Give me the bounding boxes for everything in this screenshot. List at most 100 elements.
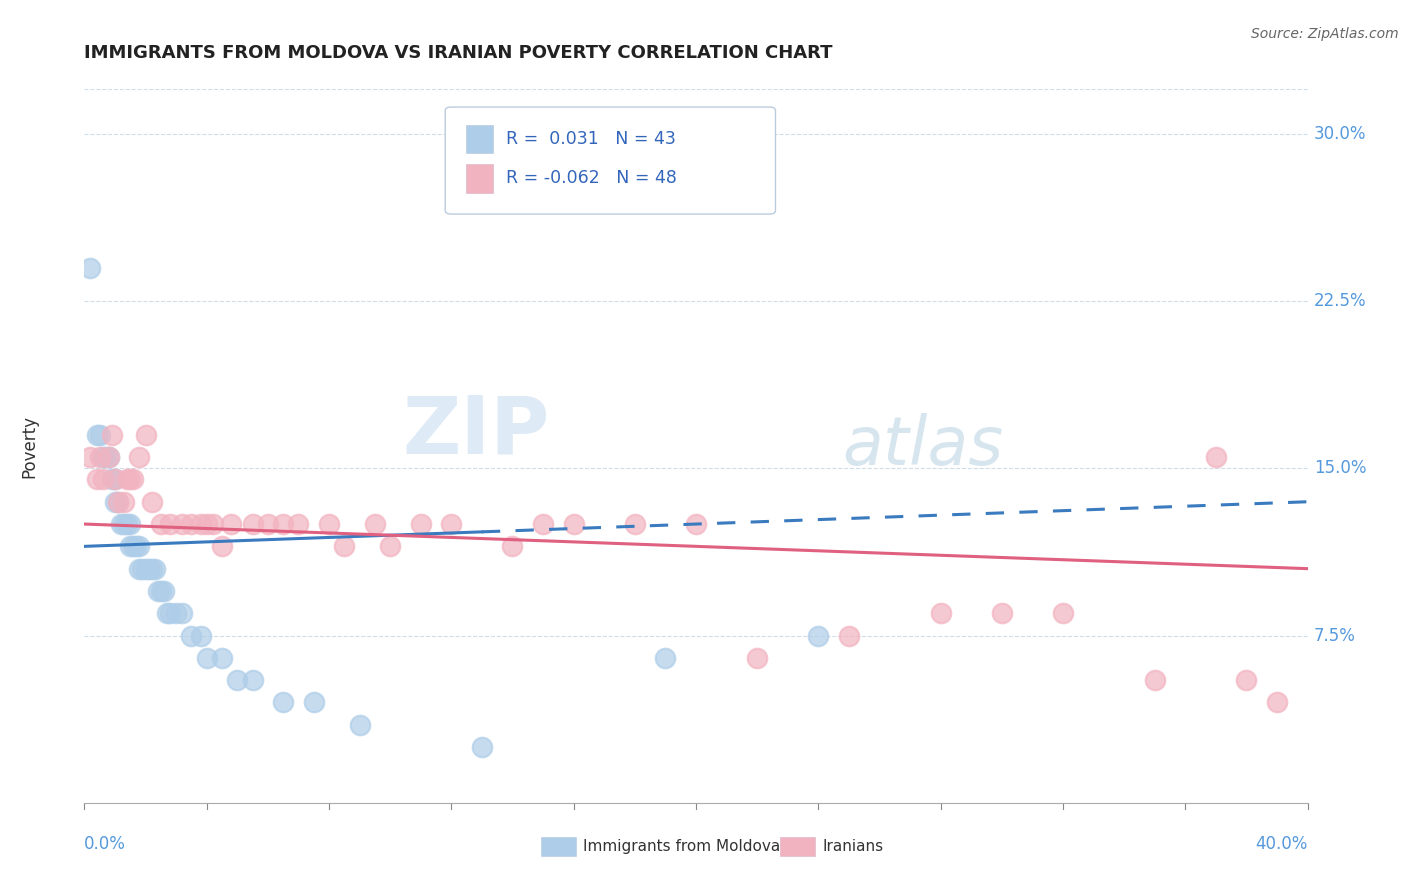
Point: [1234, 673, 1257, 687]
Point: [1205, 450, 1227, 465]
Point: [91, 450, 114, 465]
Text: 0.0%: 0.0%: [84, 835, 127, 853]
Point: [257, 517, 280, 532]
Text: Source: ZipAtlas.com: Source: ZipAtlas.com: [1251, 27, 1399, 41]
Text: R = -0.062   N = 48: R = -0.062 N = 48: [506, 169, 678, 187]
Point: [287, 517, 309, 532]
Point: [159, 607, 181, 621]
Text: 7.5%: 7.5%: [1313, 626, 1355, 645]
Point: [838, 628, 860, 642]
Point: [79, 450, 101, 465]
Text: Immigrants from Moldova: Immigrants from Moldova: [583, 839, 780, 854]
Point: [128, 539, 150, 553]
Point: [112, 517, 135, 532]
Text: 40.0%: 40.0%: [1256, 835, 1308, 853]
Point: [107, 494, 129, 508]
Point: [97, 450, 120, 465]
Bar: [465, 125, 494, 153]
Point: [104, 473, 127, 487]
Point: [409, 517, 432, 532]
Point: [156, 607, 179, 621]
FancyBboxPatch shape: [446, 107, 776, 214]
Point: [211, 651, 233, 665]
Point: [201, 517, 224, 532]
Point: [141, 494, 163, 508]
Point: [89, 427, 111, 442]
Text: Iranians: Iranians: [823, 839, 883, 854]
Point: [107, 494, 129, 508]
Point: [747, 651, 769, 665]
Point: [349, 717, 371, 731]
Point: [654, 651, 676, 665]
Text: atlas: atlas: [842, 413, 1004, 479]
Point: [141, 562, 163, 576]
Point: [180, 517, 202, 532]
Point: [101, 473, 124, 487]
Point: [128, 450, 150, 465]
Point: [190, 628, 212, 642]
Point: [685, 517, 707, 532]
Point: [104, 473, 127, 487]
Point: [115, 517, 138, 532]
Point: [211, 539, 233, 553]
Point: [242, 517, 264, 532]
Point: [115, 473, 138, 487]
Point: [333, 539, 356, 553]
Point: [195, 517, 218, 532]
Bar: [465, 164, 494, 193]
Point: [180, 628, 202, 642]
Point: [364, 517, 387, 532]
Point: [271, 696, 294, 710]
Point: [807, 628, 830, 642]
Point: [531, 517, 554, 532]
Point: [1143, 673, 1166, 687]
Point: [562, 517, 585, 532]
Point: [128, 562, 150, 576]
Point: [122, 473, 145, 487]
Point: [226, 673, 249, 687]
Point: [929, 607, 952, 621]
Point: [146, 583, 169, 598]
Point: [110, 517, 132, 532]
Point: [122, 539, 145, 553]
Point: [271, 517, 294, 532]
Point: [1265, 696, 1288, 710]
Point: [991, 607, 1014, 621]
Point: [143, 562, 166, 576]
Point: [159, 517, 181, 532]
Point: [120, 517, 142, 532]
Point: [138, 562, 160, 576]
Point: [153, 583, 176, 598]
Point: [120, 539, 142, 553]
Point: [219, 517, 242, 532]
Point: [125, 539, 148, 553]
Point: [471, 740, 494, 755]
Point: [190, 517, 212, 532]
Text: ZIP: ZIP: [402, 392, 550, 471]
Point: [89, 450, 111, 465]
Point: [380, 539, 402, 553]
Text: Poverty: Poverty: [20, 415, 38, 477]
Text: R =  0.031   N = 43: R = 0.031 N = 43: [506, 130, 676, 148]
Point: [242, 673, 264, 687]
Point: [502, 539, 524, 553]
Point: [91, 473, 114, 487]
Point: [112, 494, 135, 508]
Text: 22.5%: 22.5%: [1313, 292, 1367, 310]
Point: [302, 696, 325, 710]
Point: [149, 517, 172, 532]
Text: IMMIGRANTS FROM MOLDOVA VS IRANIAN POVERTY CORRELATION CHART: IMMIGRANTS FROM MOLDOVA VS IRANIAN POVER…: [84, 45, 832, 62]
Point: [97, 450, 120, 465]
Point: [135, 427, 157, 442]
Text: 30.0%: 30.0%: [1313, 125, 1367, 143]
Point: [195, 651, 218, 665]
Point: [94, 450, 117, 465]
Text: 15.0%: 15.0%: [1313, 459, 1367, 477]
Point: [165, 607, 187, 621]
Point: [172, 607, 194, 621]
Point: [440, 517, 463, 532]
Point: [120, 473, 142, 487]
Point: [86, 473, 108, 487]
Point: [104, 494, 127, 508]
Point: [172, 517, 194, 532]
